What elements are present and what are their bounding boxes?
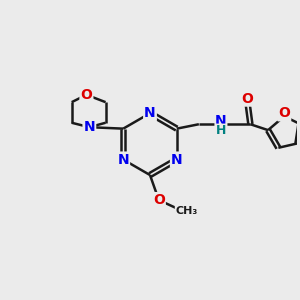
Text: N: N xyxy=(171,153,183,166)
Text: N: N xyxy=(117,153,129,166)
Text: CH₃: CH₃ xyxy=(176,206,198,216)
Text: N: N xyxy=(215,114,227,128)
Text: H: H xyxy=(216,124,226,137)
Text: N: N xyxy=(84,120,95,134)
Text: N: N xyxy=(144,106,156,120)
Text: O: O xyxy=(153,193,165,207)
Text: O: O xyxy=(278,106,290,120)
Text: O: O xyxy=(80,88,92,102)
Text: O: O xyxy=(242,92,254,106)
